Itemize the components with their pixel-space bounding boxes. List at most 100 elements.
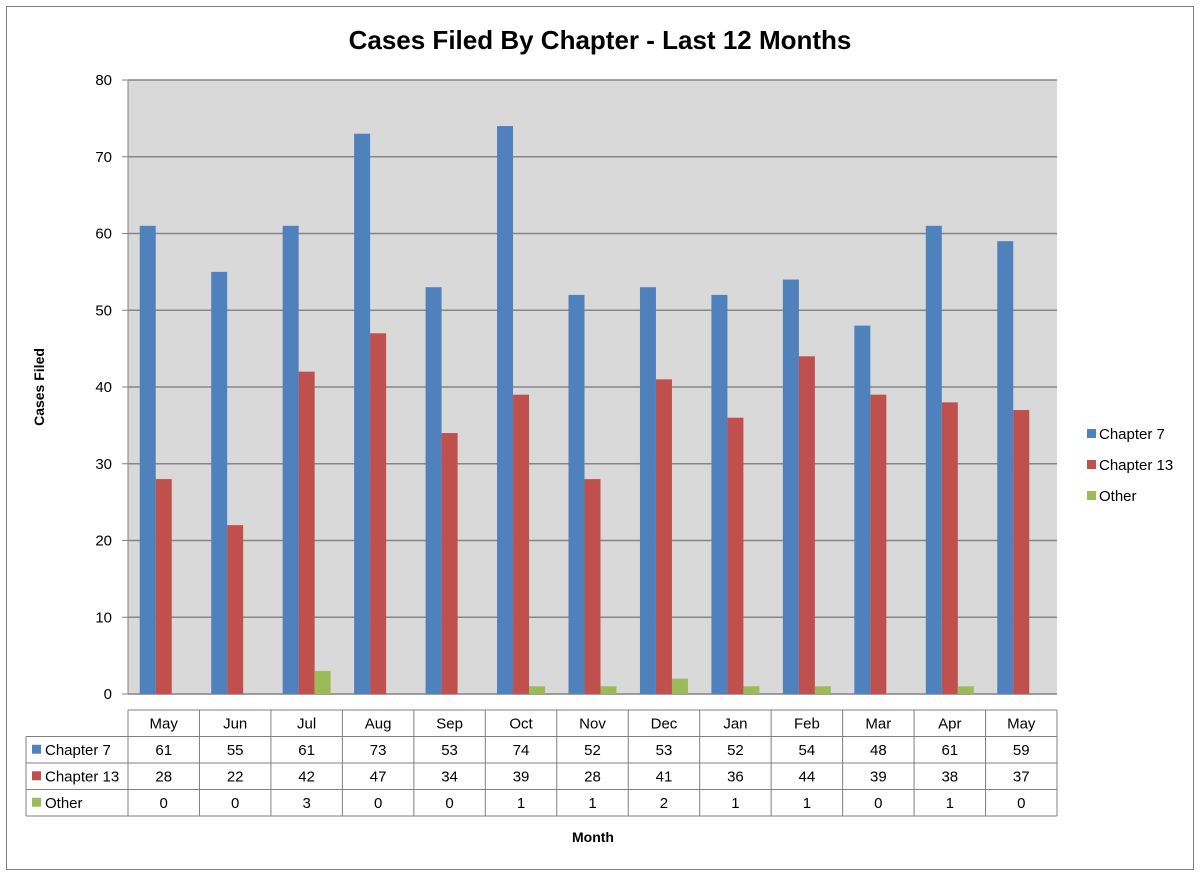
y-tick-label: 20: [95, 533, 112, 550]
table-cell: 61: [298, 742, 315, 759]
bar: [925, 225, 942, 694]
table-cell: 1: [946, 795, 954, 812]
bar: [814, 686, 831, 694]
table-cell: 36: [727, 768, 744, 785]
table-cell: 38: [941, 768, 958, 785]
bar: [155, 479, 172, 694]
legend-swatch: [1087, 491, 1096, 500]
y-tick-label: 0: [104, 686, 112, 703]
y-tick-label: 10: [95, 609, 112, 626]
bar: [425, 287, 442, 694]
table-header-cell: Jun: [223, 715, 247, 732]
bar: [711, 294, 728, 694]
bar: [671, 678, 688, 694]
table-header-cell: May: [150, 715, 179, 732]
bar: [1013, 410, 1030, 694]
table-cell: 3: [302, 795, 310, 812]
table-cell: 53: [656, 742, 673, 759]
bar: [298, 371, 315, 694]
table-cell: 59: [1013, 742, 1030, 759]
table-cell: 1: [803, 795, 811, 812]
table-cell: 47: [370, 768, 387, 785]
table-header-cell: Nov: [579, 715, 606, 732]
bar: [639, 287, 656, 694]
table-header-cell: Feb: [794, 715, 820, 732]
table-cell: 22: [227, 768, 244, 785]
table-cell: 52: [584, 742, 601, 759]
table-cell: 53: [441, 742, 458, 759]
bar: [211, 271, 228, 694]
table-header-cell: Mar: [865, 715, 891, 732]
table-cell: 61: [941, 742, 958, 759]
y-tick-label: 30: [95, 456, 112, 473]
chart-title: Cases Filed By Chapter - Last 12 Months: [349, 25, 852, 55]
table-header-cell: Apr: [938, 715, 961, 732]
table-cell: 61: [155, 742, 172, 759]
table-legend-swatch: [32, 744, 41, 754]
table-cell: 48: [870, 742, 887, 759]
bar: [529, 686, 546, 694]
table-header-cell: Sep: [436, 715, 463, 732]
table-cell: 52: [727, 742, 744, 759]
table-cell: 39: [870, 768, 887, 785]
legend-label: Chapter 13: [1099, 457, 1173, 474]
table-legend-swatch: [32, 771, 41, 781]
table-cell: 42: [298, 768, 315, 785]
table-cell: 0: [160, 795, 168, 812]
bar: [584, 479, 601, 694]
legend-swatch: [1087, 429, 1096, 438]
bar: [600, 686, 617, 694]
bar: [441, 433, 458, 694]
table-cell: 73: [370, 742, 387, 759]
table-cell: 74: [513, 742, 530, 759]
bar: [727, 417, 744, 694]
table-cell: 0: [374, 795, 382, 812]
x-axis-label: Month: [572, 829, 614, 845]
table-cell: 1: [731, 795, 739, 812]
table-row-label: Chapter 13: [45, 768, 119, 785]
bar: [513, 394, 530, 694]
table-cell: 55: [227, 742, 244, 759]
bar: [139, 225, 156, 694]
table-header-cell: Dec: [651, 715, 678, 732]
bar: [314, 670, 331, 694]
y-axis-label: Cases Filed: [31, 348, 47, 426]
table-cell: 39: [513, 768, 530, 785]
bar: [798, 356, 815, 694]
bar: [941, 402, 958, 694]
y-tick-label: 60: [95, 226, 112, 243]
bar: [997, 241, 1014, 695]
table-header-cell: Jan: [723, 715, 747, 732]
table-header-cell: May: [1007, 715, 1036, 732]
y-tick-label: 50: [95, 302, 112, 319]
legend-label: Chapter 7: [1099, 426, 1165, 443]
table-cell: 54: [799, 742, 816, 759]
table-cell: 1: [517, 795, 525, 812]
table-header-cell: Jul: [297, 715, 316, 732]
table-header-cell: Aug: [365, 715, 392, 732]
bar: [568, 294, 585, 694]
table-cell: 41: [656, 768, 673, 785]
table-row-label: Chapter 7: [45, 742, 111, 759]
bar: [497, 126, 514, 695]
bar: [227, 525, 244, 694]
bar: [870, 394, 887, 694]
table-cell: 44: [799, 768, 816, 785]
bar: [354, 133, 371, 695]
table-cell: 28: [155, 768, 172, 785]
bar: [743, 686, 760, 694]
table-cell: 28: [584, 768, 601, 785]
bar: [370, 333, 387, 694]
bar: [957, 686, 974, 694]
y-tick-label: 70: [95, 149, 112, 166]
table-cell: 0: [874, 795, 882, 812]
bar: [282, 225, 299, 694]
table-cell: 37: [1013, 768, 1030, 785]
y-tick-label: 80: [95, 72, 112, 89]
bar: [854, 325, 871, 694]
table-cell: 0: [445, 795, 453, 812]
bar: [655, 379, 672, 694]
table-cell: 34: [441, 768, 458, 785]
